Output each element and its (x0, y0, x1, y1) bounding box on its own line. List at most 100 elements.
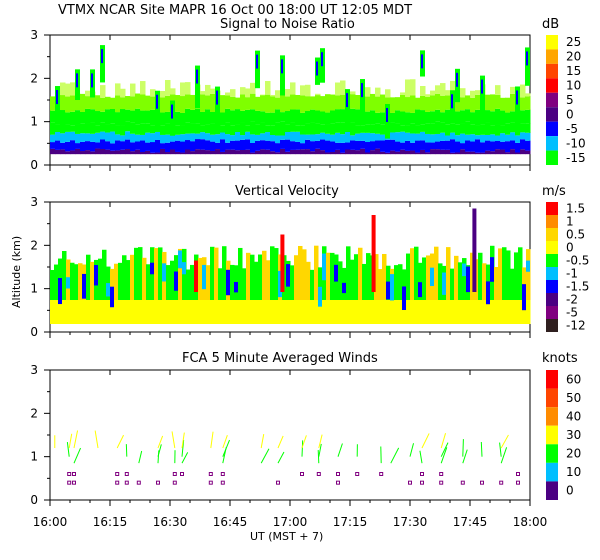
snr-cell (400, 131, 406, 143)
snr-cell (196, 69, 198, 84)
snr-title: Signal to Noise Ratio (220, 17, 355, 32)
snr-cell (165, 152, 171, 155)
vv-cell (434, 300, 439, 324)
snr-cell (315, 134, 321, 141)
snr-cell (365, 111, 371, 125)
snr-cell (440, 140, 446, 150)
scale-label: -1.5 (566, 280, 589, 294)
snr-cell (355, 95, 361, 110)
snr-cell (156, 94, 158, 109)
vv-cell (194, 300, 199, 324)
snr-cell (340, 109, 346, 123)
wind-calm-marker (208, 480, 213, 485)
snr-cell (280, 139, 286, 149)
vv-cell (50, 300, 55, 324)
y-tick-label: 3 (30, 363, 38, 377)
vv-cell (354, 300, 359, 324)
wind-unit: knots (542, 351, 578, 366)
snr-cell (245, 125, 251, 132)
snr-cell (55, 124, 61, 132)
snr-cell (525, 140, 531, 151)
snr-cell (375, 148, 381, 155)
vv-cell (326, 300, 331, 324)
snr-cell (220, 132, 226, 140)
snr-cell (75, 124, 81, 134)
vv-cell (90, 300, 95, 324)
vv-cell (50, 269, 55, 300)
snr-cell (200, 125, 206, 133)
snr-cell (475, 109, 481, 126)
snr-cell (185, 133, 191, 141)
snr-cell (385, 139, 391, 153)
snr-cell (160, 112, 166, 126)
vv-cell (526, 249, 531, 300)
vv-cell (198, 257, 203, 300)
vv-cell (470, 252, 475, 300)
vv-cell (358, 300, 363, 324)
wind-barb (222, 439, 230, 457)
snr-cell (70, 140, 76, 151)
snr-cell (120, 125, 126, 136)
snr-cell (410, 112, 416, 124)
snr-cell (115, 140, 121, 151)
vv-cell (406, 253, 411, 300)
snr-cell (305, 149, 311, 155)
snr-cell (505, 123, 511, 135)
snr-cell (425, 142, 431, 153)
wind-calm-marker (516, 480, 520, 485)
snr-cell (295, 149, 301, 155)
wind-barb (277, 451, 285, 464)
snr-cell (60, 95, 66, 111)
snr-cell (360, 148, 366, 155)
snr-cell (460, 133, 466, 144)
snr-cell (65, 124, 71, 132)
snr-cell (280, 121, 286, 136)
wind-calm-marker (499, 480, 504, 485)
wind-barb (318, 434, 323, 449)
vv-cell (102, 300, 107, 324)
vv-cell (358, 247, 363, 300)
snr-cell (250, 93, 256, 110)
wind-barb (171, 431, 176, 449)
vv-cell (282, 300, 287, 324)
vv-cell (70, 300, 75, 324)
vv-cell (214, 300, 219, 324)
vv-cell (94, 265, 98, 286)
snr-cell (85, 90, 91, 97)
snr-cell (300, 149, 306, 155)
snr-cell (115, 95, 121, 113)
vv-cell (98, 258, 103, 300)
snr-cell (370, 133, 376, 142)
vv-cell (402, 300, 407, 324)
vv-cell (186, 269, 191, 300)
snr-cell (470, 90, 476, 98)
y-tick-label: 2 (30, 238, 38, 252)
snr-cell (300, 112, 306, 126)
snr-cell (490, 151, 496, 155)
snr-cell (65, 151, 71, 155)
scale-label: 0 (566, 107, 574, 121)
scale-label: -1 (566, 267, 578, 281)
snr-cell (165, 134, 171, 143)
snr-cell (420, 140, 426, 150)
snr-cell (270, 94, 276, 97)
vv-cell (174, 271, 178, 291)
snr-cell (170, 133, 176, 142)
vv-cell (190, 300, 195, 324)
wind-barb (68, 433, 73, 449)
snr-cell (140, 81, 146, 95)
vv-cell (338, 261, 343, 300)
wind-calm-marker (136, 480, 141, 485)
vv-cell (382, 300, 387, 324)
snr-cell (260, 149, 266, 155)
snr-cell (285, 139, 291, 152)
snr-cell (210, 93, 216, 112)
vv-cell (62, 300, 67, 324)
vv-cell (150, 300, 155, 324)
vv-cell (266, 300, 271, 324)
vv-cell (234, 281, 238, 293)
snr-cell (120, 88, 126, 98)
wind-barb (181, 452, 189, 464)
snr-cell (440, 83, 446, 96)
snr-cell (430, 142, 436, 150)
